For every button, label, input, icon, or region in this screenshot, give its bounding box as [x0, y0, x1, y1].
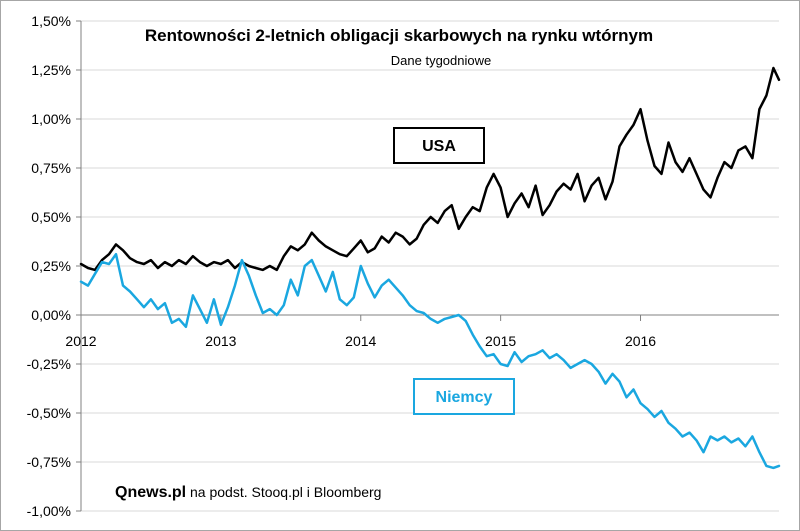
y-tick-label: 1,25% [31, 62, 71, 78]
legend-niemcy: Niemcy [413, 378, 515, 415]
chart-title: Rentowności 2-letnich obligacji skarbowy… [145, 26, 653, 45]
y-tick-label: -0,50% [27, 405, 71, 421]
y-tick-label: 0,75% [31, 160, 71, 176]
legend-niemcy-box [413, 378, 515, 415]
y-tick-label: -0,75% [27, 454, 71, 470]
x-tick-label: 2014 [345, 333, 376, 349]
x-tick-label: 2015 [485, 333, 516, 349]
x-axis: 2012 2013 2014 2015 2016 [65, 314, 779, 349]
chart-subtitle: Dane tygodniowe [391, 53, 491, 68]
x-tick-label: 2013 [205, 333, 236, 349]
legend-niemcy-label: Niemcy [436, 389, 493, 406]
x-tick-label: 2016 [625, 333, 656, 349]
y-tick-label: 1,50% [31, 13, 71, 29]
y-tick-label: 0,50% [31, 209, 71, 225]
source-text: na podst. Stooq.pl i Bloomberg [186, 484, 381, 500]
legend-usa-box [393, 127, 485, 164]
y-tick-label: -0,25% [27, 356, 71, 372]
y-tick-label: 0,25% [31, 258, 71, 274]
y-tick-label: 0,00% [31, 307, 71, 323]
legend-usa: USA [393, 127, 485, 164]
series-group [79, 66, 781, 470]
series-line-usa [79, 66, 781, 272]
series-line-niemcy [79, 252, 781, 470]
y-tick-label: 1,00% [31, 111, 71, 127]
y-axis: 1,50% 1,25% 1,00% 0,75% 0,50% 0,25% 0,00% -0,25… [27, 13, 82, 519]
x-tick-label: 2012 [65, 333, 96, 349]
source-note: Qnews.pl na podst. Stooq.pl i Bloomberg [115, 484, 381, 501]
legend-usa-label: USA [422, 138, 456, 155]
y-tick-label: -1,00% [27, 503, 71, 519]
grid-lines [81, 20, 779, 512]
source-brand: Qnews.pl [115, 484, 186, 501]
